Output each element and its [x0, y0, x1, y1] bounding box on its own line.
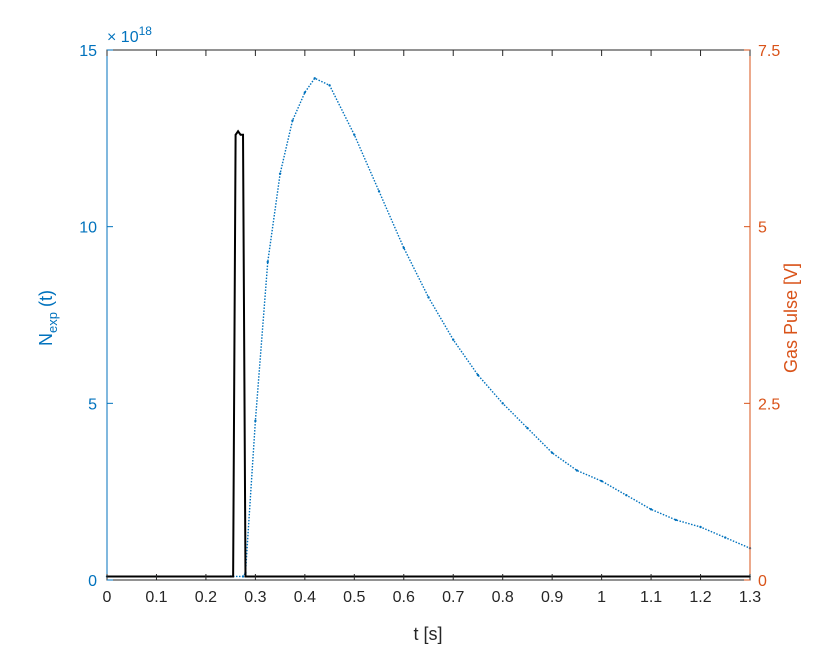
- right-y-tick-label: 2.5: [758, 396, 780, 413]
- gas-pulse-point: [237, 130, 239, 133]
- right-y-tick-label: 0: [758, 573, 767, 590]
- n-exp-point: [377, 190, 381, 193]
- x-tick-label: 0: [103, 589, 112, 606]
- n-exp-point: [303, 91, 307, 94]
- gas-pulse-point: [232, 575, 234, 578]
- gas-pulse-series-line: [107, 129, 750, 578]
- n-exp-point: [278, 172, 282, 175]
- left-y-axis-label: Nexp (t): [36, 290, 60, 346]
- n-exp-point: [328, 84, 331, 87]
- x-tick-label: 0.3: [244, 589, 266, 606]
- x-tick-label: 0.6: [393, 589, 415, 606]
- left-y-tick-label: 15: [79, 43, 97, 60]
- n-exp-point: [526, 426, 529, 430]
- left-y-tick-label: 10: [79, 220, 97, 237]
- n-exp-point: [575, 469, 579, 472]
- gas-pulse-point: [242, 134, 244, 136]
- x-tick-label: 1.1: [640, 589, 662, 606]
- x-tick-label: 0.5: [343, 589, 365, 606]
- x-tick-label: 0.8: [492, 589, 514, 606]
- x-tick-label: 0.7: [442, 589, 464, 606]
- n-exp-point: [452, 338, 455, 341]
- x-tick-label: 1.3: [739, 589, 761, 606]
- n-exp-point: [313, 77, 316, 80]
- n-exp-point: [402, 246, 405, 250]
- left-y-tick-label: 5: [88, 396, 97, 413]
- left-y-tick-label: 0: [88, 573, 97, 590]
- n-exp-point: [724, 536, 727, 539]
- right-y-tick-label: 5: [758, 220, 767, 237]
- gas-pulse-point: [239, 134, 242, 136]
- n-exp-point: [353, 133, 356, 136]
- n-exp-point: [501, 402, 504, 405]
- n-exp-point: [254, 419, 257, 423]
- x-tick-label: 1.2: [689, 589, 711, 606]
- x-tick-label: 1: [597, 589, 606, 606]
- gas-pulse-point: [244, 575, 247, 578]
- n-exp-point: [625, 494, 628, 497]
- right-y-tick-label: 7.5: [758, 43, 780, 60]
- x-tick-label: 0.1: [145, 589, 167, 606]
- n-exp-point: [241, 575, 245, 578]
- gas-pulse-point: [234, 134, 237, 136]
- n-exp-point: [427, 296, 430, 299]
- right-y-axis-label: Gas Pulse [V]: [781, 263, 801, 373]
- n-exp-point: [699, 525, 702, 529]
- n-exp-series-line: [107, 77, 751, 578]
- x-axis-label: t [s]: [413, 624, 442, 644]
- n-exp-point: [649, 508, 653, 511]
- plot-frame: [106, 49, 751, 581]
- n-exp-point: [476, 373, 480, 377]
- n-exp-point: [600, 479, 603, 483]
- x-tick-label: 0.4: [294, 589, 316, 606]
- n-exp-point: [266, 260, 269, 264]
- n-exp-point: [550, 451, 554, 454]
- n-exp-point: [291, 119, 294, 122]
- x-tick-label: 0.9: [541, 589, 563, 606]
- x-tick-label: 0.2: [195, 589, 217, 606]
- left-exponent-label: × 1018: [107, 24, 152, 46]
- n-exp-point: [674, 518, 678, 522]
